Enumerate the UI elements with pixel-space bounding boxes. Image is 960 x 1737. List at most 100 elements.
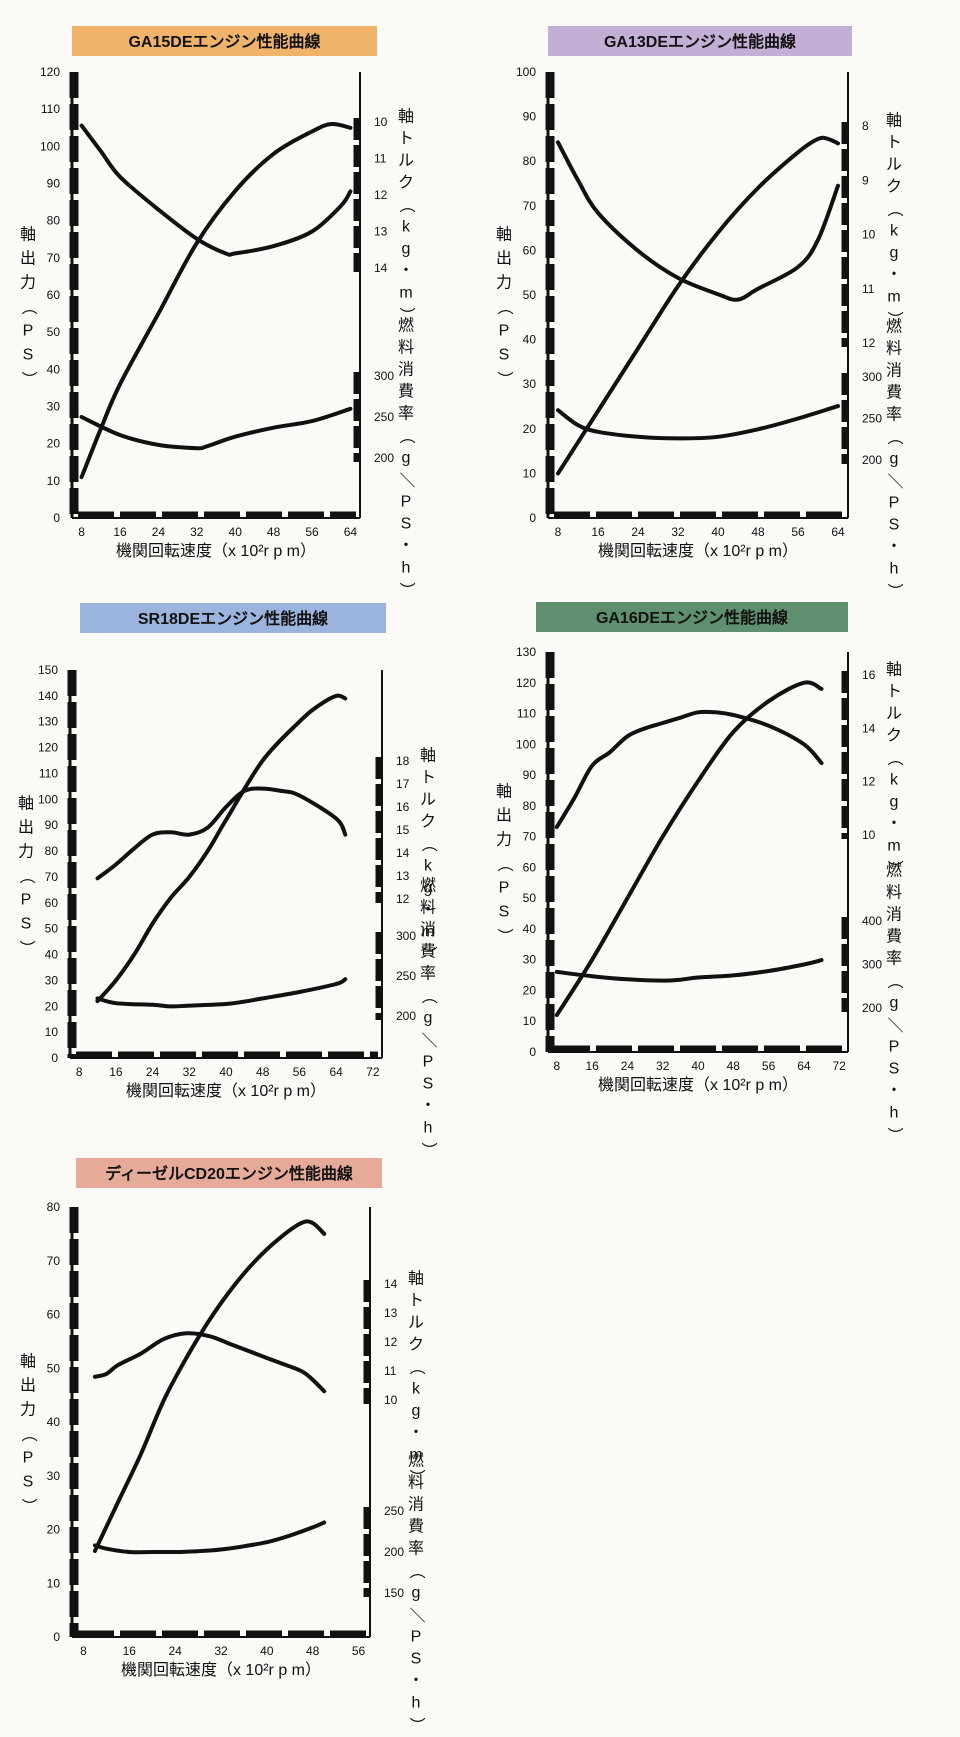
x-tick-label: 32 — [656, 1059, 670, 1073]
svg-text:P: P — [423, 1054, 434, 1071]
svg-text:（: （ — [496, 299, 514, 315]
svg-text:（: （ — [496, 856, 514, 872]
left-tick-label: 80 — [45, 844, 59, 858]
svg-text:g: g — [412, 1585, 421, 1602]
svg-text:軸: 軸 — [496, 783, 512, 801]
svg-text:（: （ — [886, 429, 904, 445]
left-tick-label: 120 — [38, 741, 58, 755]
svg-text:ル: ル — [420, 792, 436, 809]
fuel-tick-label: 200 — [384, 1545, 404, 1559]
svg-text:ル: ル — [398, 153, 414, 170]
svg-text:費: 費 — [420, 943, 436, 961]
x-tick-label: 48 — [751, 525, 765, 539]
svg-text:（: （ — [886, 750, 904, 766]
svg-text:S: S — [23, 1474, 34, 1491]
left-axis-title: 軸出力 （ PS ） — [20, 1353, 38, 1515]
torque-curve — [95, 786, 348, 881]
svg-text:P: P — [889, 1039, 900, 1056]
fuel-consumption-curve — [554, 958, 824, 983]
torque-tick-label: 14 — [384, 1277, 398, 1291]
svg-text:軸: 軸 — [886, 661, 902, 679]
svg-text:・: ・ — [886, 539, 902, 556]
power-curve — [554, 680, 824, 1018]
svg-text:k: k — [890, 772, 899, 789]
left-axis-title: 軸出力 （ PS ） — [496, 226, 514, 388]
chart-title-background — [76, 1158, 382, 1188]
svg-text:）: ） — [408, 1469, 426, 1485]
svg-text:）: ） — [18, 940, 36, 956]
x-tick-label: 32 — [190, 525, 204, 539]
svg-text:・: ・ — [886, 816, 902, 833]
x-tick-label: 32 — [671, 525, 685, 539]
svg-text:料: 料 — [398, 339, 414, 357]
fuel-tick-label: 300 — [374, 369, 394, 383]
left-tick-label: 0 — [529, 1045, 536, 1059]
svg-text:力: 力 — [496, 274, 512, 292]
fuel-tick-label: 250 — [396, 969, 416, 983]
svg-text:g: g — [402, 241, 411, 258]
chart-title: GA13DEエンジン性能曲線 — [604, 32, 796, 51]
svg-text:g: g — [424, 880, 433, 897]
svg-text:力: 力 — [20, 274, 36, 292]
svg-text:（: （ — [420, 836, 438, 852]
torque-tick-label: 10 — [374, 115, 388, 129]
left-tick-label: 10 — [523, 1014, 537, 1028]
svg-text:（: （ — [886, 201, 904, 217]
left-tick-label: 70 — [47, 251, 61, 265]
svg-text:（: （ — [398, 428, 416, 444]
chart-title: ディーゼルCD20エンジン性能曲線 — [105, 1164, 353, 1183]
svg-text:燃: 燃 — [408, 1452, 424, 1470]
svg-text:k: k — [424, 858, 433, 875]
svg-text:）: ） — [408, 1717, 426, 1733]
left-tick-label: 50 — [47, 325, 61, 339]
chart-title-background — [536, 602, 848, 632]
svg-text:軸: 軸 — [20, 226, 36, 244]
svg-text:力: 力 — [18, 843, 34, 861]
x-tick-label: 8 — [78, 525, 85, 539]
fuel-tick-label: 200 — [862, 453, 882, 467]
svg-text:出: 出 — [20, 1377, 36, 1395]
svg-text:料: 料 — [886, 884, 902, 902]
svg-text:・: ・ — [420, 1098, 436, 1115]
left-tick-label: 150 — [38, 663, 58, 677]
fuel-tick-label: 300 — [862, 958, 882, 972]
x-axis-title: 機関回転速度（x 10²r p m） — [598, 1076, 798, 1094]
fuel-tick-label: 300 — [396, 929, 416, 943]
torque-tick-label: 10 — [862, 828, 876, 842]
left-tick-label: 70 — [523, 199, 537, 213]
svg-text:h: h — [412, 1695, 421, 1712]
svg-text:ク: ク — [408, 1336, 424, 1354]
left-tick-label: 10 — [47, 474, 61, 488]
svg-text:出: 出 — [18, 819, 34, 837]
torque-curve — [92, 1331, 327, 1394]
svg-text:）: ） — [20, 371, 38, 387]
svg-text:h: h — [402, 560, 411, 577]
svg-text:／: ／ — [408, 1607, 425, 1623]
svg-text:軸: 軸 — [886, 112, 902, 130]
svg-text:／: ／ — [886, 1017, 903, 1033]
svg-text:ル: ル — [886, 157, 902, 174]
svg-text:）: ） — [886, 860, 904, 876]
left-tick-label: 100 — [516, 737, 536, 751]
chart-ga13de: GA13DEエンジン性能曲線 0 10 20 30 40 50 60 70 80 90 100 8 16… — [496, 26, 904, 599]
svg-text:k: k — [412, 1381, 421, 1398]
svg-text:P: P — [23, 323, 34, 340]
chart-title-background — [548, 26, 852, 56]
left-tick-label: 130 — [38, 715, 58, 729]
torque-tick-label: 14 — [862, 721, 876, 735]
left-tick-label: 10 — [523, 466, 537, 480]
chart-ga16de: GA16DEエンジン性能曲線 0 10 20 30 40 50 60 70 80 90 100 110… — [496, 602, 904, 1143]
x-tick-label: 40 — [260, 1644, 274, 1658]
fuel-tick-label: 250 — [384, 1504, 404, 1518]
fuel-tick-label: 150 — [384, 1586, 404, 1600]
svg-text:S: S — [401, 516, 412, 533]
left-tick-label: 30 — [47, 400, 61, 414]
power-curve — [556, 135, 840, 476]
torque-tick-label: 17 — [396, 777, 410, 791]
svg-text:P: P — [411, 1629, 422, 1646]
svg-text:料: 料 — [408, 1474, 424, 1492]
x-tick-label: 24 — [621, 1059, 635, 1073]
left-tick-label: 60 — [47, 1308, 61, 1322]
